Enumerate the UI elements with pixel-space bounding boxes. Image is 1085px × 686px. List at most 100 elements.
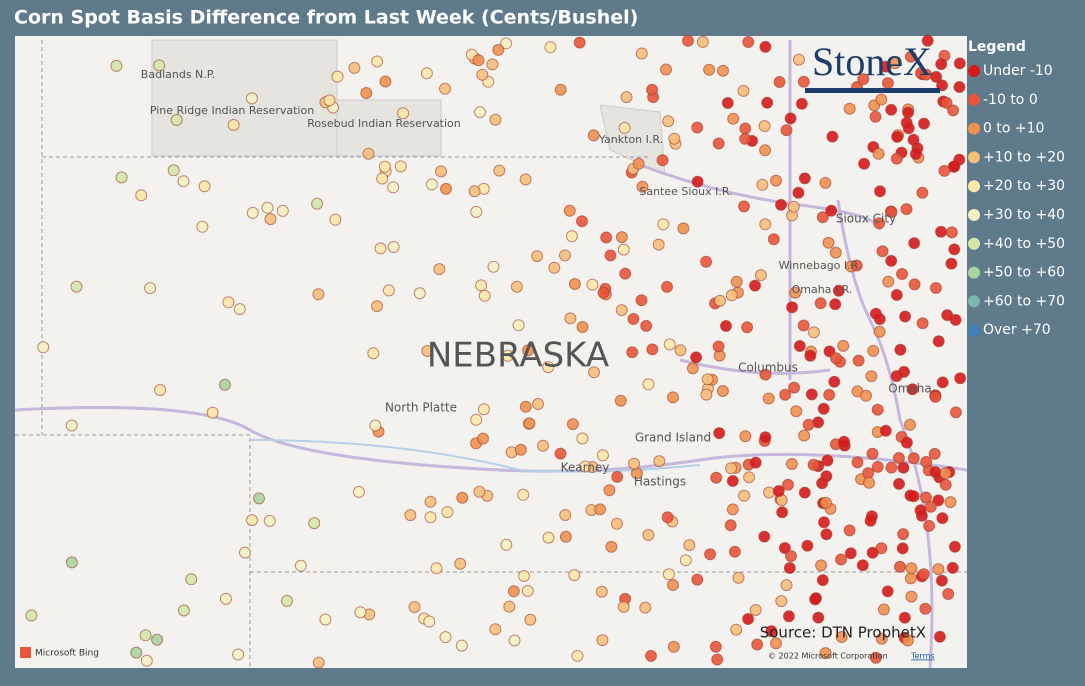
station-marker bbox=[470, 205, 483, 218]
station-marker bbox=[780, 579, 793, 592]
station-marker bbox=[440, 182, 452, 195]
station-marker bbox=[367, 347, 380, 360]
station-marker bbox=[348, 61, 361, 74]
logo-bar bbox=[805, 88, 940, 93]
station-marker bbox=[246, 514, 258, 527]
station-marker bbox=[795, 97, 808, 110]
station-marker bbox=[789, 286, 802, 299]
station-marker bbox=[784, 112, 797, 125]
station-marker bbox=[571, 649, 584, 662]
station-marker bbox=[869, 110, 882, 123]
station-marker bbox=[770, 637, 782, 650]
station-marker bbox=[726, 503, 739, 516]
station-marker bbox=[821, 454, 834, 467]
station-marker bbox=[759, 218, 772, 231]
station-marker bbox=[900, 203, 913, 216]
station-marker bbox=[792, 186, 805, 199]
station-marker bbox=[657, 218, 670, 231]
station-marker bbox=[642, 529, 655, 541]
station-marker bbox=[879, 424, 892, 437]
station-marker bbox=[902, 122, 915, 135]
station-marker bbox=[890, 152, 903, 165]
station-marker bbox=[635, 47, 648, 60]
station-marker bbox=[519, 400, 532, 413]
station-marker bbox=[508, 634, 521, 647]
station-marker bbox=[864, 514, 877, 527]
station-marker bbox=[628, 457, 640, 470]
station-marker bbox=[311, 197, 324, 210]
station-marker bbox=[890, 289, 903, 301]
station-marker bbox=[573, 36, 586, 49]
station-marker bbox=[786, 301, 799, 314]
station-marker bbox=[885, 254, 898, 267]
station-marker bbox=[430, 562, 443, 575]
station-marker bbox=[816, 477, 829, 490]
copyright: © 2022 Microsoft Corporation bbox=[768, 652, 888, 661]
station-marker bbox=[454, 557, 467, 570]
station-marker bbox=[700, 255, 713, 268]
station-marker bbox=[167, 164, 180, 177]
station-marker bbox=[219, 592, 232, 605]
station-marker bbox=[749, 604, 762, 616]
station-marker bbox=[873, 217, 886, 230]
station-marker bbox=[668, 132, 681, 145]
station-marker bbox=[603, 484, 616, 497]
map-labels: Badlands N.P. Pine Ridge Indian Reservati… bbox=[141, 68, 932, 489]
station-marker bbox=[782, 478, 794, 491]
station-marker bbox=[914, 504, 927, 517]
place-label: Grand Island bbox=[635, 431, 711, 445]
station-marker bbox=[825, 204, 838, 217]
station-marker bbox=[894, 560, 906, 573]
station-marker bbox=[489, 623, 502, 636]
station-marker bbox=[759, 40, 772, 53]
station-marker bbox=[792, 53, 805, 66]
station-marker bbox=[632, 157, 645, 170]
station-marker bbox=[642, 378, 655, 391]
station-marker bbox=[433, 263, 446, 276]
station-marker bbox=[387, 181, 400, 194]
station-marker bbox=[785, 458, 798, 470]
station-marker bbox=[576, 215, 588, 228]
station-marker bbox=[780, 124, 793, 137]
station-marker bbox=[835, 631, 848, 643]
station-marker bbox=[716, 385, 729, 397]
station-marker bbox=[756, 178, 769, 191]
station-marker bbox=[568, 569, 581, 582]
station-marker bbox=[660, 63, 672, 76]
station-marker bbox=[939, 478, 952, 491]
station-marker bbox=[472, 54, 485, 67]
station-marker bbox=[617, 243, 630, 256]
station-marker bbox=[929, 466, 942, 479]
station-marker bbox=[604, 249, 617, 262]
station-marker bbox=[953, 57, 966, 70]
station-marker bbox=[500, 37, 513, 50]
station-marker bbox=[615, 231, 628, 244]
station-marker bbox=[413, 287, 426, 300]
station-marker bbox=[264, 213, 277, 226]
station-marker bbox=[822, 236, 835, 249]
station-marker bbox=[596, 449, 609, 462]
station-marker bbox=[916, 317, 929, 330]
station-marker bbox=[939, 467, 952, 480]
station-marker bbox=[924, 500, 937, 513]
station-marker bbox=[420, 67, 433, 80]
station-marker bbox=[817, 402, 830, 415]
station-marker bbox=[468, 185, 481, 198]
legend-label: +20 to +30 bbox=[983, 178, 1065, 194]
station-marker bbox=[588, 366, 600, 379]
station-marker bbox=[312, 288, 325, 301]
legend-swatch bbox=[968, 93, 980, 106]
station-marker bbox=[948, 243, 961, 256]
terms-link[interactable]: Terms bbox=[910, 652, 935, 661]
station-marker bbox=[476, 68, 489, 81]
title: Corn Spot Basis Difference from Last Wee… bbox=[14, 7, 638, 29]
station-marker bbox=[378, 160, 391, 173]
station-marker bbox=[565, 230, 578, 243]
station-marker bbox=[928, 447, 941, 460]
station-marker bbox=[425, 178, 438, 191]
station-marker bbox=[826, 130, 839, 143]
logo: StoneX bbox=[812, 39, 932, 84]
station-marker bbox=[360, 87, 373, 99]
station-marker bbox=[185, 573, 198, 586]
